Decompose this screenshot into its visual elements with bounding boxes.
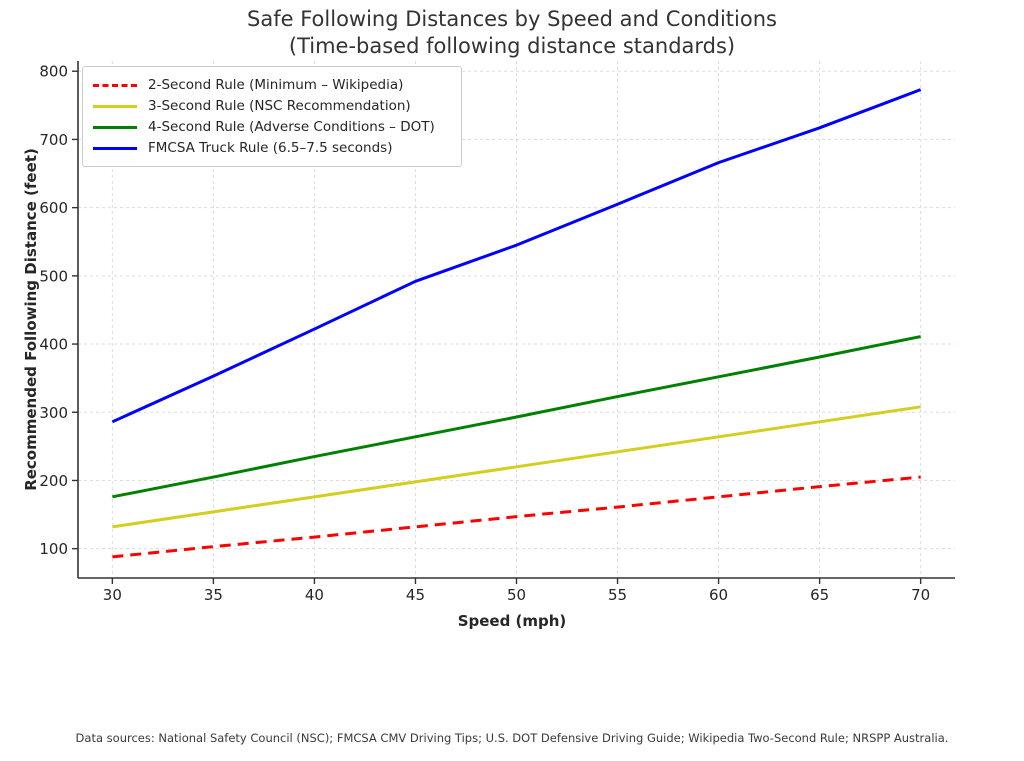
svg-text:30: 30 xyxy=(103,586,122,604)
legend-item-three-second[interactable]: 3-Second Rule (NSC Recommendation) xyxy=(93,95,451,116)
series-line-1 xyxy=(112,405,921,529)
legend-label-three-second: 3-Second Rule (NSC Recommendation) xyxy=(148,97,411,114)
legend-item-four-second[interactable]: 4-Second Rule (Adverse Conditions – DOT) xyxy=(93,116,451,137)
chart-legend: 2-Second Rule (Minimum – Wikipedia) 3-Se… xyxy=(82,66,462,167)
series-line-0 xyxy=(112,475,921,559)
legend-item-two-second[interactable]: 2-Second Rule (Minimum – Wikipedia) xyxy=(93,74,451,95)
series-line-2 xyxy=(112,335,921,499)
legend-swatch-four-second xyxy=(93,120,137,134)
svg-text:45: 45 xyxy=(406,586,425,604)
svg-text:400: 400 xyxy=(39,336,68,354)
legend-swatch-three-second xyxy=(93,99,137,113)
legend-swatch-two-second xyxy=(93,78,137,92)
svg-text:300: 300 xyxy=(39,404,68,422)
svg-text:700: 700 xyxy=(39,131,68,149)
y-axis-label: Recommended Following Distance (feet) xyxy=(22,148,40,491)
svg-text:70: 70 xyxy=(911,586,930,604)
legend-label-two-second: 2-Second Rule (Minimum – Wikipedia) xyxy=(148,76,404,93)
svg-text:100: 100 xyxy=(39,540,68,558)
legend-label-four-second: 4-Second Rule (Adverse Conditions – DOT) xyxy=(148,118,435,135)
svg-text:65: 65 xyxy=(810,586,829,604)
svg-text:200: 200 xyxy=(39,472,68,490)
legend-item-fmcsa[interactable]: FMCSA Truck Rule (6.5–7.5 seconds) xyxy=(93,137,451,158)
legend-label-fmcsa: FMCSA Truck Rule (6.5–7.5 seconds) xyxy=(148,139,393,156)
svg-text:55: 55 xyxy=(608,586,627,604)
svg-text:800: 800 xyxy=(39,63,68,81)
data-sources-note: Data sources: National Safety Council (N… xyxy=(75,731,949,745)
series-line-3 xyxy=(111,88,922,424)
svg-text:500: 500 xyxy=(39,267,68,285)
svg-text:60: 60 xyxy=(709,586,728,604)
svg-text:600: 600 xyxy=(39,199,68,217)
x-axis-label: Speed (mph) xyxy=(457,612,567,630)
svg-text:40: 40 xyxy=(305,586,324,604)
legend-swatch-fmcsa xyxy=(93,141,137,155)
svg-text:50: 50 xyxy=(507,586,526,604)
svg-text:35: 35 xyxy=(204,586,223,604)
